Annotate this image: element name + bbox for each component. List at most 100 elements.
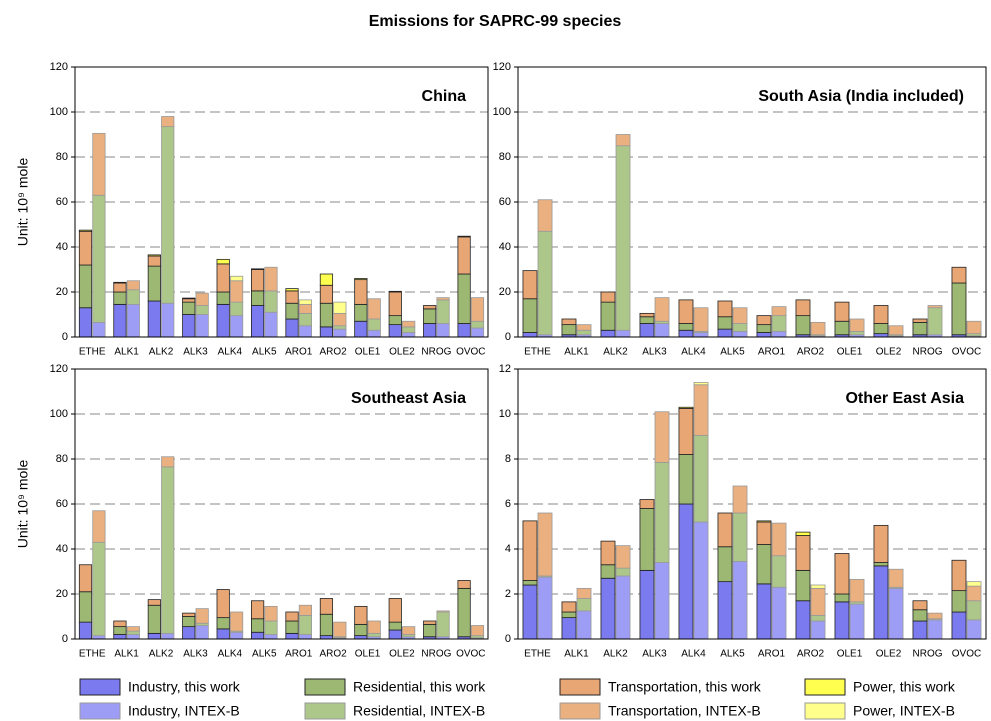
- bar-segment: [522, 298, 538, 333]
- bar-segment: [354, 279, 368, 305]
- bar-segment: [216, 291, 230, 305]
- bar-segment: [537, 230, 553, 336]
- y-tick-label: 20: [56, 286, 68, 298]
- bar-segment: [113, 626, 127, 635]
- bar-segment: [873, 333, 889, 338]
- bar-segment: [834, 301, 850, 322]
- bar-segment: [298, 303, 312, 314]
- x-tick-label: ALK3: [642, 649, 667, 660]
- y-tick-label: 40: [499, 241, 511, 253]
- bar-segment: [92, 510, 106, 543]
- bar-segment: [927, 305, 943, 309]
- panel-title: Other East Asia: [845, 390, 964, 407]
- x-tick-label: ETHE: [524, 649, 551, 660]
- bar-segment: [654, 297, 670, 322]
- bar-segment: [92, 194, 106, 323]
- bar-segment: [771, 522, 787, 557]
- bar-segment: [423, 623, 437, 638]
- x-tick-label: ETHE: [524, 347, 551, 358]
- x-tick-label: ALK2: [149, 347, 174, 358]
- x-tick-label: ALK2: [603, 347, 628, 358]
- bar-segment: [229, 275, 244, 282]
- bar-segment: [388, 621, 402, 631]
- bar-segment: [229, 301, 244, 317]
- y-tick-label: 120: [50, 363, 68, 375]
- bar-segment: [756, 521, 772, 545]
- y-tick-label: 80: [56, 453, 68, 465]
- x-tick-label: ARO1: [285, 347, 313, 358]
- bar-segment: [457, 236, 471, 275]
- bar-segment: [600, 301, 616, 331]
- bar-segment: [537, 576, 553, 640]
- bar-segment: [229, 280, 244, 303]
- bar-segment: [912, 318, 928, 323]
- y-tick-label: 60: [499, 196, 511, 208]
- bar-segment: [537, 199, 553, 232]
- bar-segment: [834, 601, 850, 640]
- bar-segment: [810, 584, 826, 589]
- bar-segment: [470, 625, 485, 637]
- bar-segment: [732, 330, 748, 338]
- bar-segment: [195, 625, 209, 640]
- bar-segment: [873, 524, 889, 563]
- x-tick-label: ETHE: [79, 649, 106, 660]
- y-tick-label: 0: [62, 633, 68, 645]
- bar-segment: [367, 620, 381, 634]
- bar-segment: [92, 541, 106, 637]
- bar-segment: [161, 126, 175, 304]
- bar-segment: [147, 255, 161, 267]
- x-tick-label: OVOC: [952, 347, 981, 358]
- bar-segment: [654, 461, 670, 563]
- bar-segment: [771, 330, 787, 338]
- bar-segment: [561, 318, 577, 326]
- bar-segment: [470, 297, 485, 322]
- bar-segment: [285, 288, 299, 292]
- bar-segment: [834, 553, 850, 595]
- y-tick-label: 6: [505, 498, 511, 510]
- x-tick-label: OVOC: [952, 649, 981, 660]
- bar-segment: [333, 621, 347, 638]
- bar-segment: [457, 235, 471, 238]
- bar-segment: [966, 320, 982, 335]
- x-tick-label: ALK5: [720, 649, 745, 660]
- bar-segment: [654, 562, 670, 640]
- bar-segment: [113, 303, 127, 338]
- bar-segment: [522, 332, 538, 338]
- plot-frame: [74, 66, 489, 338]
- x-tick-label: NROG: [421, 347, 451, 358]
- x-tick-label: OLE2: [389, 347, 415, 358]
- bar-segment: [810, 620, 826, 640]
- x-tick-label: OLE2: [389, 649, 415, 660]
- bar-segment: [78, 264, 93, 309]
- y-tick-label: 40: [56, 543, 68, 555]
- x-tick-label: ARO2: [320, 649, 348, 660]
- legend-swatch: [559, 678, 601, 696]
- bar-segment: [717, 512, 733, 548]
- bar-segment: [717, 316, 733, 330]
- bar-segment: [354, 320, 368, 338]
- bar-segment: [367, 318, 381, 331]
- x-tick-label: ARO1: [285, 649, 313, 660]
- bar-segment: [78, 564, 93, 593]
- bar-segment: [182, 297, 196, 300]
- bar-segment: [457, 323, 471, 338]
- bar-segment: [402, 320, 416, 328]
- x-tick-label: ALK1: [114, 649, 139, 660]
- bar-segment: [161, 302, 175, 338]
- bar-segment: [367, 329, 381, 338]
- bar-segment: [810, 614, 826, 622]
- y-tick-label: 60: [56, 498, 68, 510]
- bar-segment: [849, 603, 865, 640]
- x-tick-label: ARO2: [320, 347, 348, 358]
- plot-frame: [517, 368, 987, 640]
- x-tick-label: OLE1: [355, 347, 381, 358]
- legend-swatch: [804, 702, 846, 720]
- bar-segment: [912, 600, 928, 611]
- bar-segment: [161, 116, 175, 128]
- bar-segment: [888, 568, 904, 588]
- bar-segment: [319, 273, 334, 286]
- bar-segment: [678, 454, 694, 505]
- bar-segment: [756, 324, 772, 333]
- bar-segment: [912, 321, 928, 336]
- bar-segment: [693, 384, 709, 436]
